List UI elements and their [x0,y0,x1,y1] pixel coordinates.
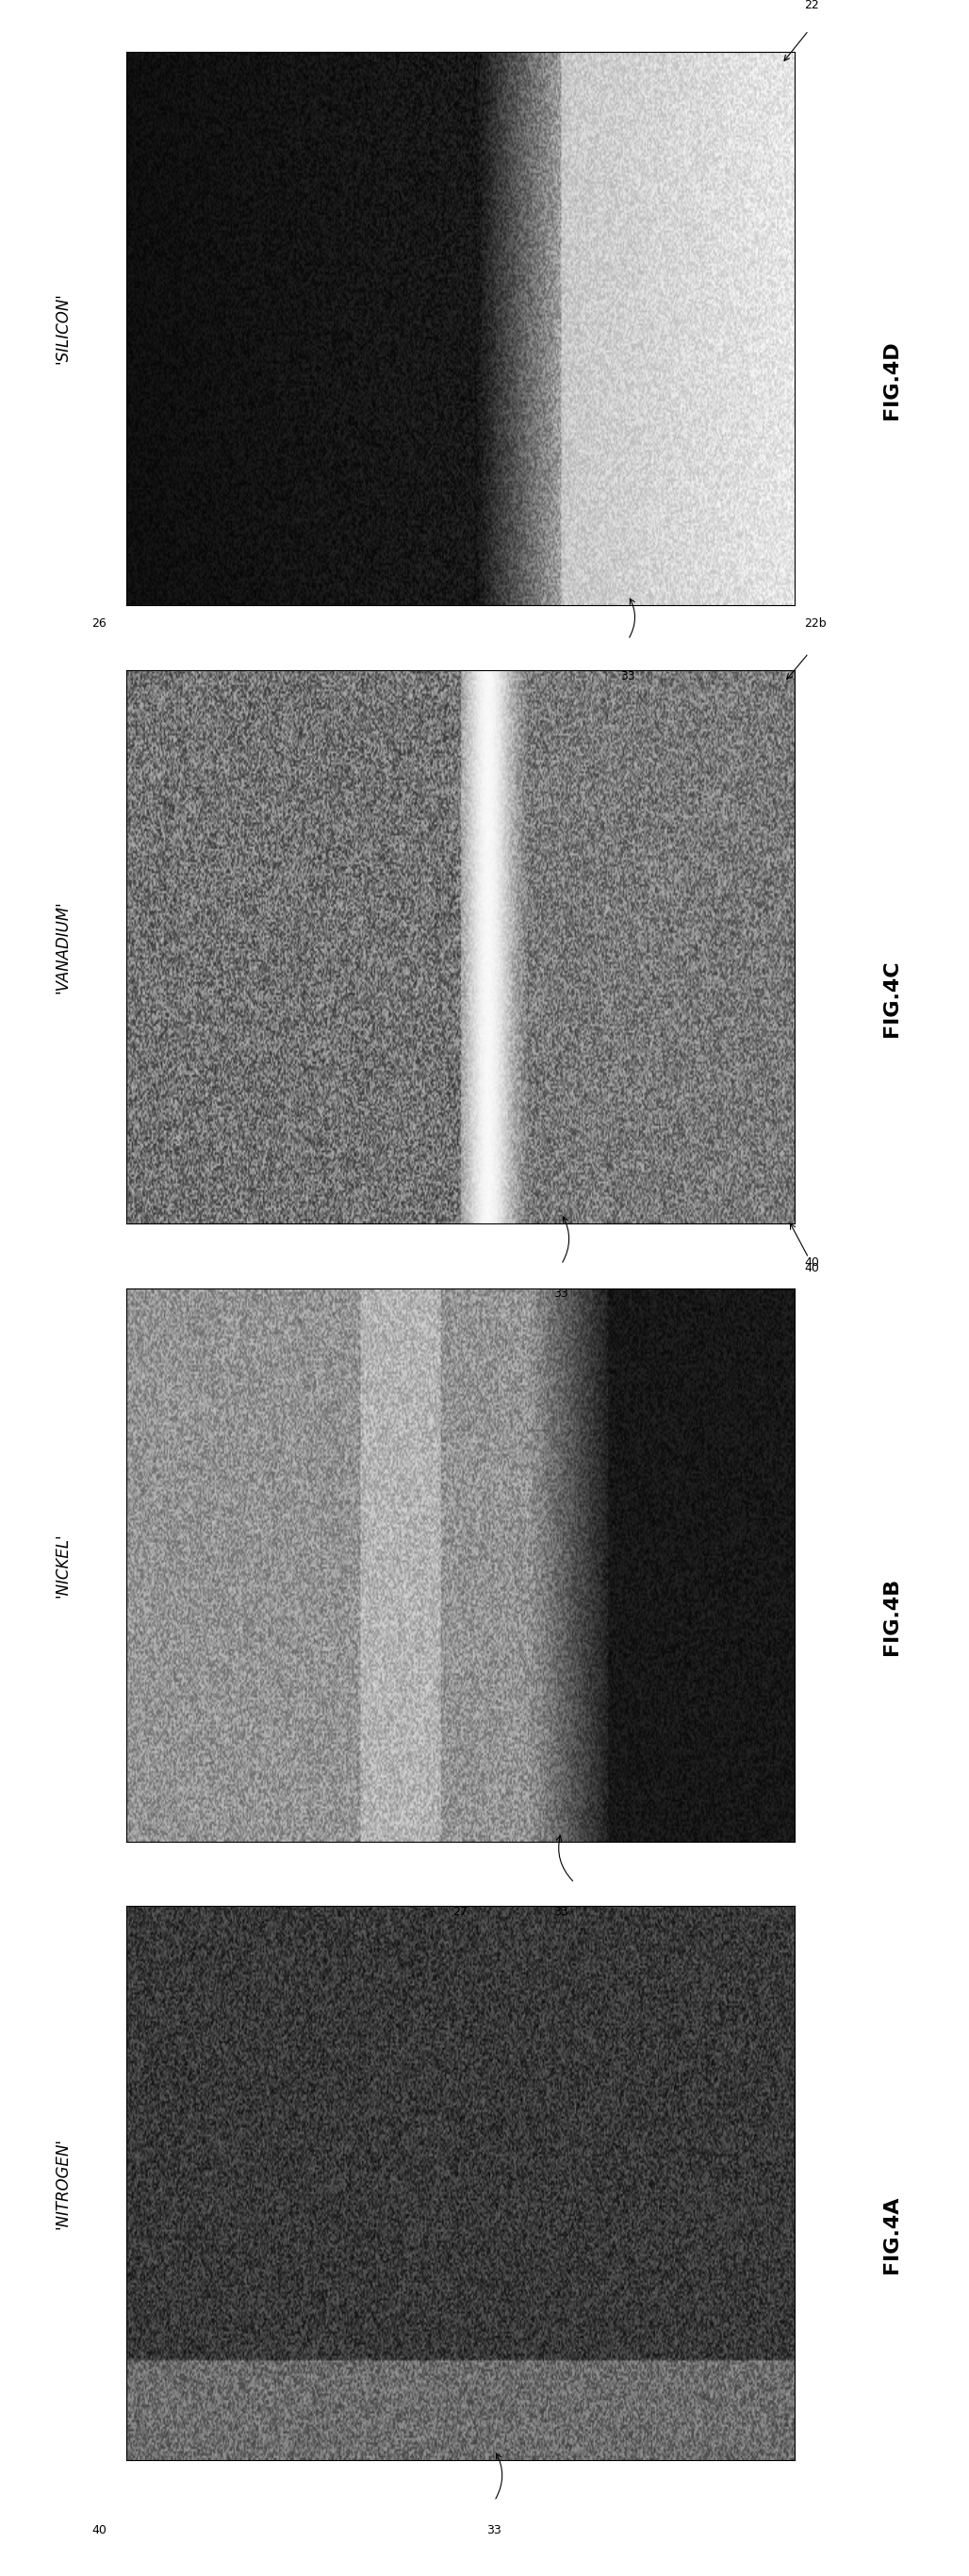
Text: FIG.4B: FIG.4B [882,1577,901,1656]
Text: 'SILICON': 'SILICON' [54,294,72,363]
Text: 'NICKEL': 'NICKEL' [54,1533,72,1597]
Text: 33: 33 [620,670,635,683]
Text: FIG.4C: FIG.4C [882,961,901,1036]
Text: 33: 33 [553,1288,568,1301]
Text: 22: 22 [804,0,819,10]
Text: 22b: 22b [804,618,827,629]
Text: 'NITROGEN': 'NITROGEN' [54,2138,72,2228]
Text: 40: 40 [804,1257,819,1267]
Text: 40: 40 [804,1262,819,1275]
Text: 40: 40 [92,2524,107,2537]
Text: 26: 26 [92,618,107,629]
Text: FIG.4A: FIG.4A [882,2195,901,2275]
Text: FIG.4D: FIG.4D [882,340,901,420]
Text: 33: 33 [486,2524,501,2537]
Text: 'VANADIUM': 'VANADIUM' [54,899,72,994]
Text: 27: 27 [453,1906,468,1919]
Text: 33: 33 [553,1906,568,1919]
